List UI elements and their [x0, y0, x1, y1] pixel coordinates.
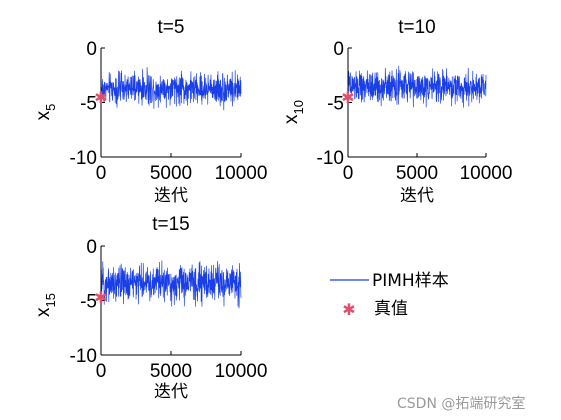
subplot-t15: t=15 0-5-100 5000 10000✱ x15 迭代	[33, 214, 267, 402]
subplot-t5: t=5 0-5-100 5000 10000✱ x5 迭代	[33, 17, 267, 206]
x-tick-label: 0	[343, 163, 354, 184]
subplot-title: t=10	[398, 17, 436, 38]
subplot-t10: t=10 0-5-100 5000 10000✱ x10 迭代	[281, 17, 512, 206]
truth-marker: ✱	[94, 288, 107, 307]
series-line	[100, 260, 242, 309]
y-tick-label: -10	[70, 346, 97, 367]
truth-marker: ✱	[94, 88, 107, 107]
y-tick-label: -5	[80, 292, 97, 313]
watermark: CSDN @拓端研究室	[397, 395, 525, 412]
y-tick-label: -5	[80, 94, 97, 115]
x-tick-label: 0	[96, 361, 107, 382]
legend: PIMH样本 ✱ 真值	[330, 271, 449, 319]
x-tick-label: 0	[96, 163, 107, 184]
legend-truth-label: 真值	[374, 299, 408, 319]
y-tick-label: -10	[317, 148, 344, 169]
x-tick-label: 5000	[150, 361, 192, 382]
y-tick-label: -10	[70, 148, 97, 169]
y-tick-label: 0	[86, 39, 97, 60]
legend-truth-marker: ✱	[342, 300, 355, 319]
x-axis-label: 迭代	[154, 186, 188, 206]
y-tick-label: 0	[86, 237, 97, 258]
x-tick-label: 5000	[396, 163, 438, 184]
x-tick-label: 10000	[215, 163, 268, 184]
x-axis-label: 迭代	[154, 382, 188, 402]
y-axis-label: x15	[33, 293, 58, 317]
subplot-title: t=15	[152, 214, 190, 235]
y-tick-label: 0	[333, 39, 344, 60]
subplot-title: t=5	[158, 17, 185, 38]
y-tick-label: -5	[327, 94, 344, 115]
series-line	[100, 67, 242, 111]
series-line	[347, 65, 487, 108]
x-axis-label: 迭代	[400, 186, 434, 206]
truth-marker: ✱	[341, 88, 354, 107]
legend-series-label: PIMH样本	[372, 271, 449, 291]
y-axis-label: x5	[33, 104, 58, 121]
x-tick-label: 10000	[460, 163, 513, 184]
x-tick-label: 5000	[150, 163, 192, 184]
y-axis-label: x10	[281, 100, 306, 124]
x-tick-label: 10000	[215, 361, 268, 382]
